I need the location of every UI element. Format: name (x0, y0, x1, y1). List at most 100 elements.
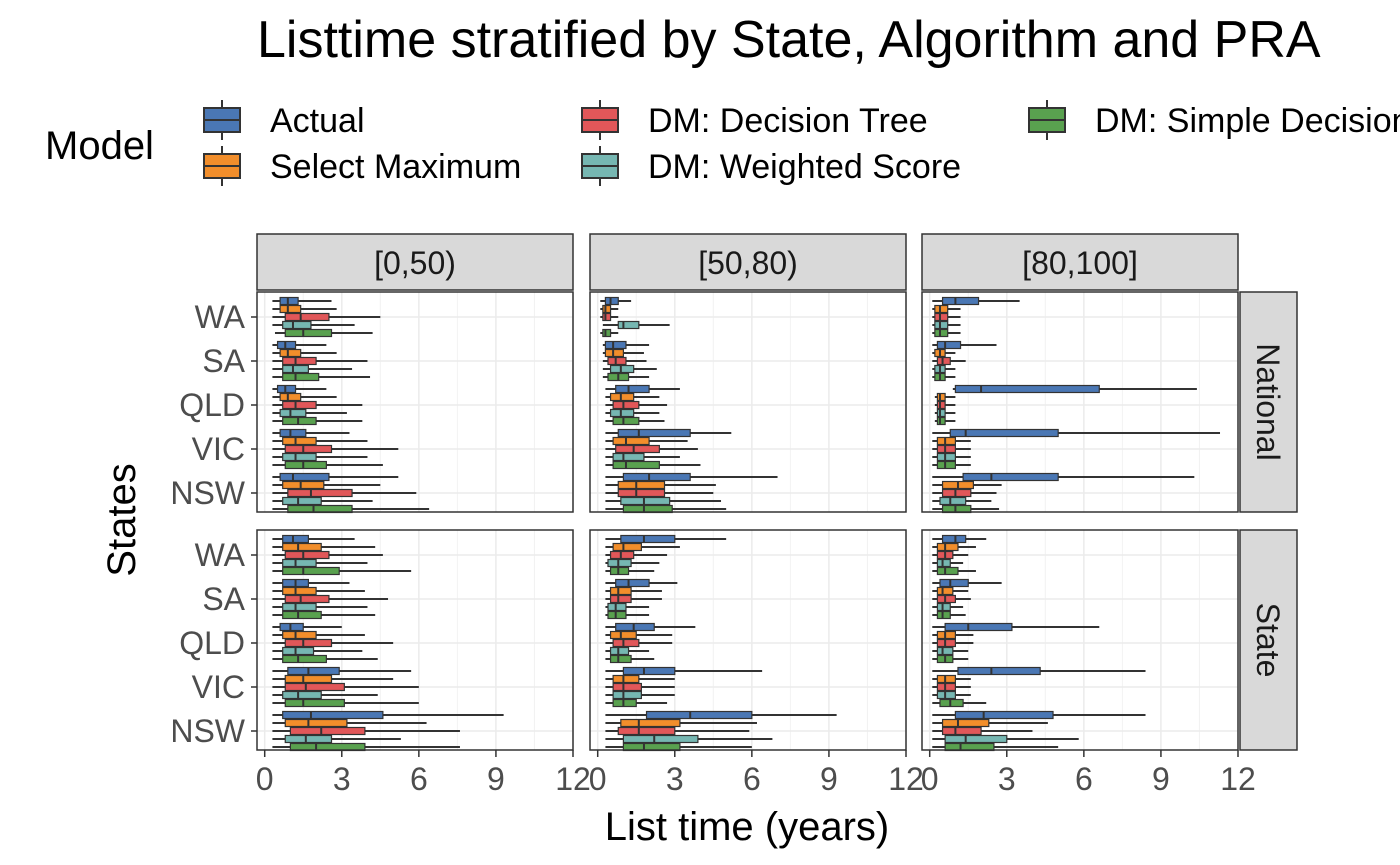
box-body (279, 348, 302, 358)
box-qld (605, 654, 655, 664)
box-sa (272, 578, 350, 588)
box-body (615, 384, 650, 394)
box-vic (605, 436, 688, 446)
box-nsw (932, 496, 992, 506)
legend-label: Actual (270, 102, 365, 140)
box-qld (932, 654, 969, 664)
box-body (282, 400, 317, 410)
y-tick-label: WA (195, 537, 246, 573)
box-body (607, 558, 632, 568)
box-qld (605, 646, 650, 656)
box-body (604, 340, 627, 350)
box-body (622, 666, 676, 676)
box-nsw (272, 488, 417, 498)
box-vic (605, 452, 680, 462)
box-body (602, 304, 612, 314)
y-tick-label: NSW (170, 713, 245, 749)
box-body (279, 622, 304, 632)
box-vic (272, 452, 368, 462)
chart-title: Listtime stratified by State, Algorithm … (257, 11, 1321, 69)
y-tick-label: VIC (192, 431, 245, 467)
box-wa (272, 312, 381, 322)
box-wa (605, 542, 680, 552)
x-tick-label: 9 (1152, 761, 1170, 797)
box-vic (932, 460, 971, 470)
box-body (617, 428, 691, 438)
box-qld (605, 416, 665, 426)
box-sa (272, 340, 327, 350)
strip-row-label: State (1250, 603, 1286, 678)
box-body (604, 348, 624, 358)
box-wa (932, 320, 961, 330)
box-body (617, 488, 666, 498)
box-body (284, 328, 333, 338)
box-body (282, 496, 322, 506)
box-sa (932, 610, 966, 620)
strip-column (921, 233, 1239, 291)
panel-border (256, 291, 574, 513)
box-vic (932, 452, 971, 462)
box-vic (272, 666, 412, 676)
box-body (645, 710, 753, 720)
legend-item: DM: Simple Decision (1028, 100, 1400, 140)
box-wa (932, 328, 961, 338)
box-vic (272, 674, 394, 684)
y-tick-label: QLD (179, 387, 245, 423)
box-vic (605, 690, 675, 700)
box-nsw (932, 710, 1146, 720)
box-wa (272, 558, 368, 568)
box-sa (602, 348, 644, 358)
box-body (934, 312, 949, 322)
box-sa (272, 364, 353, 374)
box-body (607, 356, 627, 366)
box-body (622, 734, 699, 744)
box-body (949, 428, 1059, 438)
x-tick-label: 3 (666, 761, 684, 797)
box-sa (605, 578, 678, 588)
box-body (941, 296, 980, 306)
box-body (936, 542, 959, 552)
panel (921, 291, 1239, 514)
legend-item: Actual (203, 100, 365, 140)
box-nsw (932, 718, 1048, 728)
box-body (282, 566, 340, 576)
box-body (609, 654, 632, 664)
legend-item: DM: Decision Tree (581, 100, 928, 140)
box-body (284, 594, 330, 604)
box-vic (605, 698, 668, 708)
box-sa (932, 348, 956, 358)
box-qld (934, 416, 956, 426)
box-body (622, 472, 691, 482)
x-tick-label: 12 (888, 761, 924, 797)
box-qld (272, 384, 327, 394)
legend-item: DM: Weighted Score (581, 146, 961, 186)
box-body (279, 296, 299, 306)
box-sa (932, 594, 971, 604)
y-tick-label: QLD (179, 625, 245, 661)
box-body (936, 630, 956, 640)
box-body (282, 630, 317, 640)
box-qld (272, 630, 365, 640)
box-qld (272, 400, 363, 410)
box-body (604, 296, 619, 306)
box-qld (272, 638, 394, 648)
box-body (936, 408, 946, 418)
box-wa (272, 550, 383, 560)
box-wa (600, 312, 619, 322)
y-tick-label: NSW (170, 475, 245, 511)
box-body (612, 436, 650, 446)
box-qld (934, 392, 956, 402)
box-nsw (272, 718, 427, 728)
box-vic (932, 436, 971, 446)
box-sa (605, 594, 662, 604)
box-qld (932, 622, 1100, 632)
x-tick-label: 0 (589, 761, 607, 797)
box-wa (272, 320, 355, 330)
panel (256, 529, 574, 752)
box-sa (605, 602, 650, 612)
box-qld (605, 400, 668, 410)
panel-border (921, 529, 1239, 751)
box-sa (932, 602, 964, 612)
